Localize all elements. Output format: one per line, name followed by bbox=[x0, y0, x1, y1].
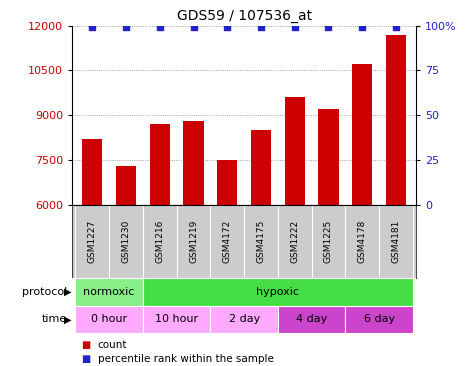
Bar bbox=[217, 160, 237, 205]
Bar bbox=[312, 205, 345, 278]
Text: GSM4172: GSM4172 bbox=[223, 220, 232, 263]
Point bbox=[291, 25, 299, 30]
Text: 0 hour: 0 hour bbox=[91, 314, 127, 324]
Bar bbox=[82, 139, 102, 205]
Text: GSM1227: GSM1227 bbox=[88, 220, 97, 263]
Bar bbox=[278, 205, 312, 278]
Text: GSM1222: GSM1222 bbox=[290, 220, 299, 263]
Point bbox=[122, 25, 130, 30]
Text: GSM4175: GSM4175 bbox=[257, 220, 266, 263]
Bar bbox=[150, 124, 170, 205]
Bar bbox=[345, 306, 413, 333]
Bar bbox=[177, 205, 210, 278]
Bar bbox=[319, 109, 339, 205]
Bar bbox=[244, 205, 278, 278]
Bar bbox=[285, 97, 305, 205]
Point bbox=[257, 25, 265, 30]
Bar bbox=[386, 34, 406, 205]
Bar bbox=[210, 205, 244, 278]
Text: ■: ■ bbox=[81, 340, 91, 350]
Text: GSM1225: GSM1225 bbox=[324, 220, 333, 263]
Bar bbox=[379, 205, 413, 278]
Bar bbox=[345, 205, 379, 278]
Text: hypoxic: hypoxic bbox=[256, 287, 299, 297]
Bar bbox=[278, 306, 345, 333]
Bar bbox=[75, 306, 143, 333]
Point bbox=[325, 25, 332, 30]
Text: ■: ■ bbox=[81, 354, 91, 365]
Bar bbox=[183, 121, 204, 205]
Bar bbox=[75, 205, 109, 278]
Bar bbox=[116, 166, 136, 205]
Bar bbox=[75, 278, 143, 306]
Text: normoxic: normoxic bbox=[84, 287, 135, 297]
Bar bbox=[109, 205, 143, 278]
Bar bbox=[352, 64, 372, 205]
Point bbox=[89, 25, 96, 30]
Text: protocol: protocol bbox=[22, 287, 67, 297]
Text: 4 day: 4 day bbox=[296, 314, 327, 324]
Bar bbox=[251, 130, 271, 205]
Text: ▶: ▶ bbox=[64, 314, 71, 324]
Text: count: count bbox=[98, 340, 127, 350]
Title: GDS59 / 107536_at: GDS59 / 107536_at bbox=[177, 9, 312, 23]
Point bbox=[392, 25, 399, 30]
Text: GSM1219: GSM1219 bbox=[189, 220, 198, 263]
Bar bbox=[143, 306, 210, 333]
Point bbox=[224, 25, 231, 30]
Text: GSM4178: GSM4178 bbox=[358, 220, 367, 263]
Text: 10 hour: 10 hour bbox=[155, 314, 198, 324]
Text: GSM4181: GSM4181 bbox=[392, 220, 400, 263]
Point bbox=[359, 25, 366, 30]
Bar bbox=[143, 278, 413, 306]
Text: 2 day: 2 day bbox=[228, 314, 260, 324]
Text: GSM1230: GSM1230 bbox=[121, 220, 131, 263]
Bar bbox=[143, 205, 177, 278]
Point bbox=[190, 25, 197, 30]
Text: time: time bbox=[42, 314, 67, 324]
Point bbox=[156, 25, 164, 30]
Text: ▶: ▶ bbox=[64, 287, 71, 297]
Text: percentile rank within the sample: percentile rank within the sample bbox=[98, 354, 273, 365]
Text: 6 day: 6 day bbox=[364, 314, 395, 324]
Text: GSM1216: GSM1216 bbox=[155, 220, 164, 263]
Bar bbox=[210, 306, 278, 333]
